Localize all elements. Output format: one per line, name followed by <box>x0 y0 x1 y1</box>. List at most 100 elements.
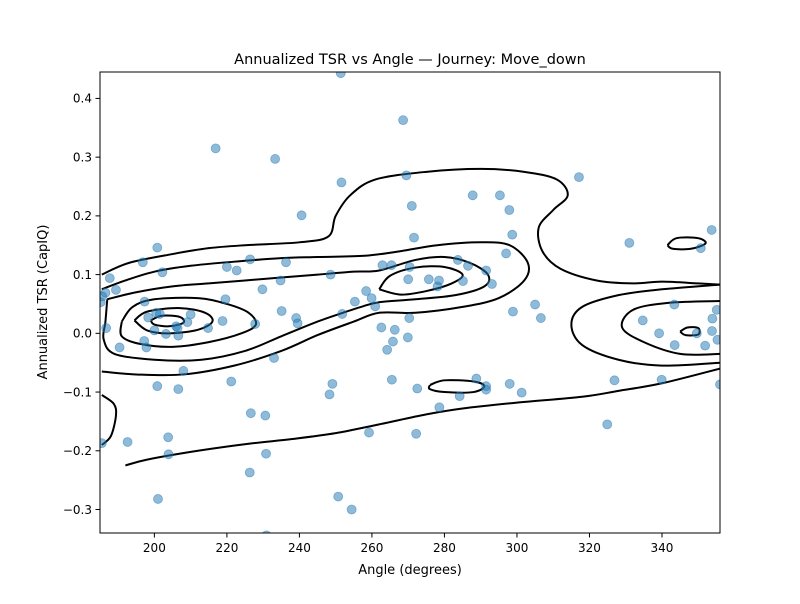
data-point-43 <box>361 286 372 296</box>
data-point-72 <box>203 323 213 333</box>
data-point-1 <box>398 115 409 126</box>
x-tick-label-3: 260 <box>360 541 383 555</box>
x-tick-label-5: 300 <box>506 541 529 555</box>
data-point-120 <box>244 467 255 478</box>
data-point-40 <box>257 284 268 295</box>
data-point-53 <box>370 301 381 312</box>
data-point-115 <box>163 432 174 443</box>
data-point-76 <box>161 329 171 339</box>
data-point-3 <box>270 154 281 164</box>
data-point-20 <box>452 255 463 265</box>
data-point-119 <box>261 448 271 459</box>
data-point-90 <box>712 334 720 345</box>
contour-line-3 <box>101 241 531 377</box>
data-point-45 <box>366 293 377 304</box>
data-point-37 <box>458 276 468 286</box>
plot-frame <box>99 71 721 534</box>
data-point-23 <box>377 260 388 271</box>
data-point-83 <box>388 336 398 347</box>
x-tick-label-4: 280 <box>433 541 456 555</box>
data-point-100 <box>481 384 492 395</box>
y-axis: −0.3 −0.2 −0.1 0.0 0.1 0.2 0.3 0.4 <box>63 92 100 517</box>
data-point-16 <box>152 242 163 253</box>
y-tick-label-6: 0.3 <box>73 150 92 164</box>
data-point-95 <box>327 378 338 389</box>
data-point-82 <box>402 332 413 343</box>
x-tick-label-1: 220 <box>215 541 238 555</box>
data-point-18 <box>501 248 511 259</box>
x-tick-label-7: 340 <box>651 541 674 555</box>
data-point-94 <box>226 376 237 387</box>
contour-line-8 <box>378 265 464 296</box>
data-point-63 <box>707 313 718 324</box>
contour-line-2 <box>125 367 720 467</box>
data-point-73 <box>376 322 387 333</box>
data-point-118 <box>163 449 174 460</box>
data-point-77 <box>173 330 184 341</box>
data-point-21 <box>137 257 148 268</box>
data-point-24 <box>386 260 397 271</box>
data-point-78 <box>707 326 717 336</box>
data-point-12 <box>706 225 717 235</box>
data-point-0 <box>335 72 346 79</box>
y-tick-label-5: 0.2 <box>73 209 92 223</box>
data-point-79 <box>654 328 664 339</box>
data-point-30 <box>157 267 168 278</box>
data-point-4 <box>401 170 412 181</box>
data-point-62 <box>508 306 518 317</box>
data-point-51 <box>669 299 680 310</box>
y-axis-label: Annualized TSR (CapIQ) <box>36 225 51 380</box>
data-point-50 <box>530 299 540 310</box>
data-point-10 <box>504 205 515 215</box>
data-point-9 <box>406 200 417 211</box>
data-point-110 <box>245 408 256 419</box>
data-point-5 <box>574 172 584 183</box>
y-tick-label-2: −0.1 <box>63 385 92 399</box>
data-point-26 <box>221 262 232 272</box>
data-point-48 <box>220 294 231 305</box>
data-point-54 <box>276 306 287 316</box>
data-point-98 <box>471 373 482 384</box>
data-point-17 <box>695 243 706 254</box>
y-tick-label-4: 0.1 <box>73 268 92 282</box>
data-point-107 <box>656 374 667 385</box>
data-point-15 <box>624 237 635 248</box>
data-point-81 <box>389 324 400 335</box>
data-point-66 <box>217 316 228 326</box>
data-point-92 <box>178 366 189 376</box>
data-point-25 <box>463 260 473 271</box>
data-point-111 <box>260 410 271 421</box>
y-tick-label-7: 0.4 <box>73 92 92 106</box>
data-point-96 <box>504 378 515 389</box>
data-point-116 <box>122 437 133 447</box>
x-tick-label-6: 320 <box>578 541 601 555</box>
data-point-47 <box>349 296 360 307</box>
data-point-85 <box>141 342 152 353</box>
data-point-60 <box>404 313 415 323</box>
data-point-19 <box>245 254 256 265</box>
data-point-91 <box>269 353 279 363</box>
data-point-123 <box>346 504 357 515</box>
data-point-69 <box>292 318 303 329</box>
data-point-61 <box>535 313 546 323</box>
data-point-113 <box>364 427 374 438</box>
data-point-32 <box>104 273 115 284</box>
data-point-108 <box>715 379 720 390</box>
data-point-13 <box>507 229 518 240</box>
contour-line-10 <box>570 283 720 367</box>
data-point-102 <box>412 383 423 394</box>
data-point-6 <box>336 177 347 188</box>
contour-line-0 <box>101 394 118 446</box>
data-point-58 <box>337 309 348 319</box>
data-point-68 <box>250 319 261 329</box>
data-point-28 <box>231 265 242 276</box>
data-point-22 <box>281 257 291 268</box>
data-point-103 <box>516 387 527 398</box>
data-point-65 <box>637 315 648 326</box>
contour-line-11 <box>620 300 720 356</box>
data-point-36 <box>275 275 286 286</box>
contour-line-1 <box>101 167 720 286</box>
y-tick-label-0: −0.3 <box>63 503 92 517</box>
